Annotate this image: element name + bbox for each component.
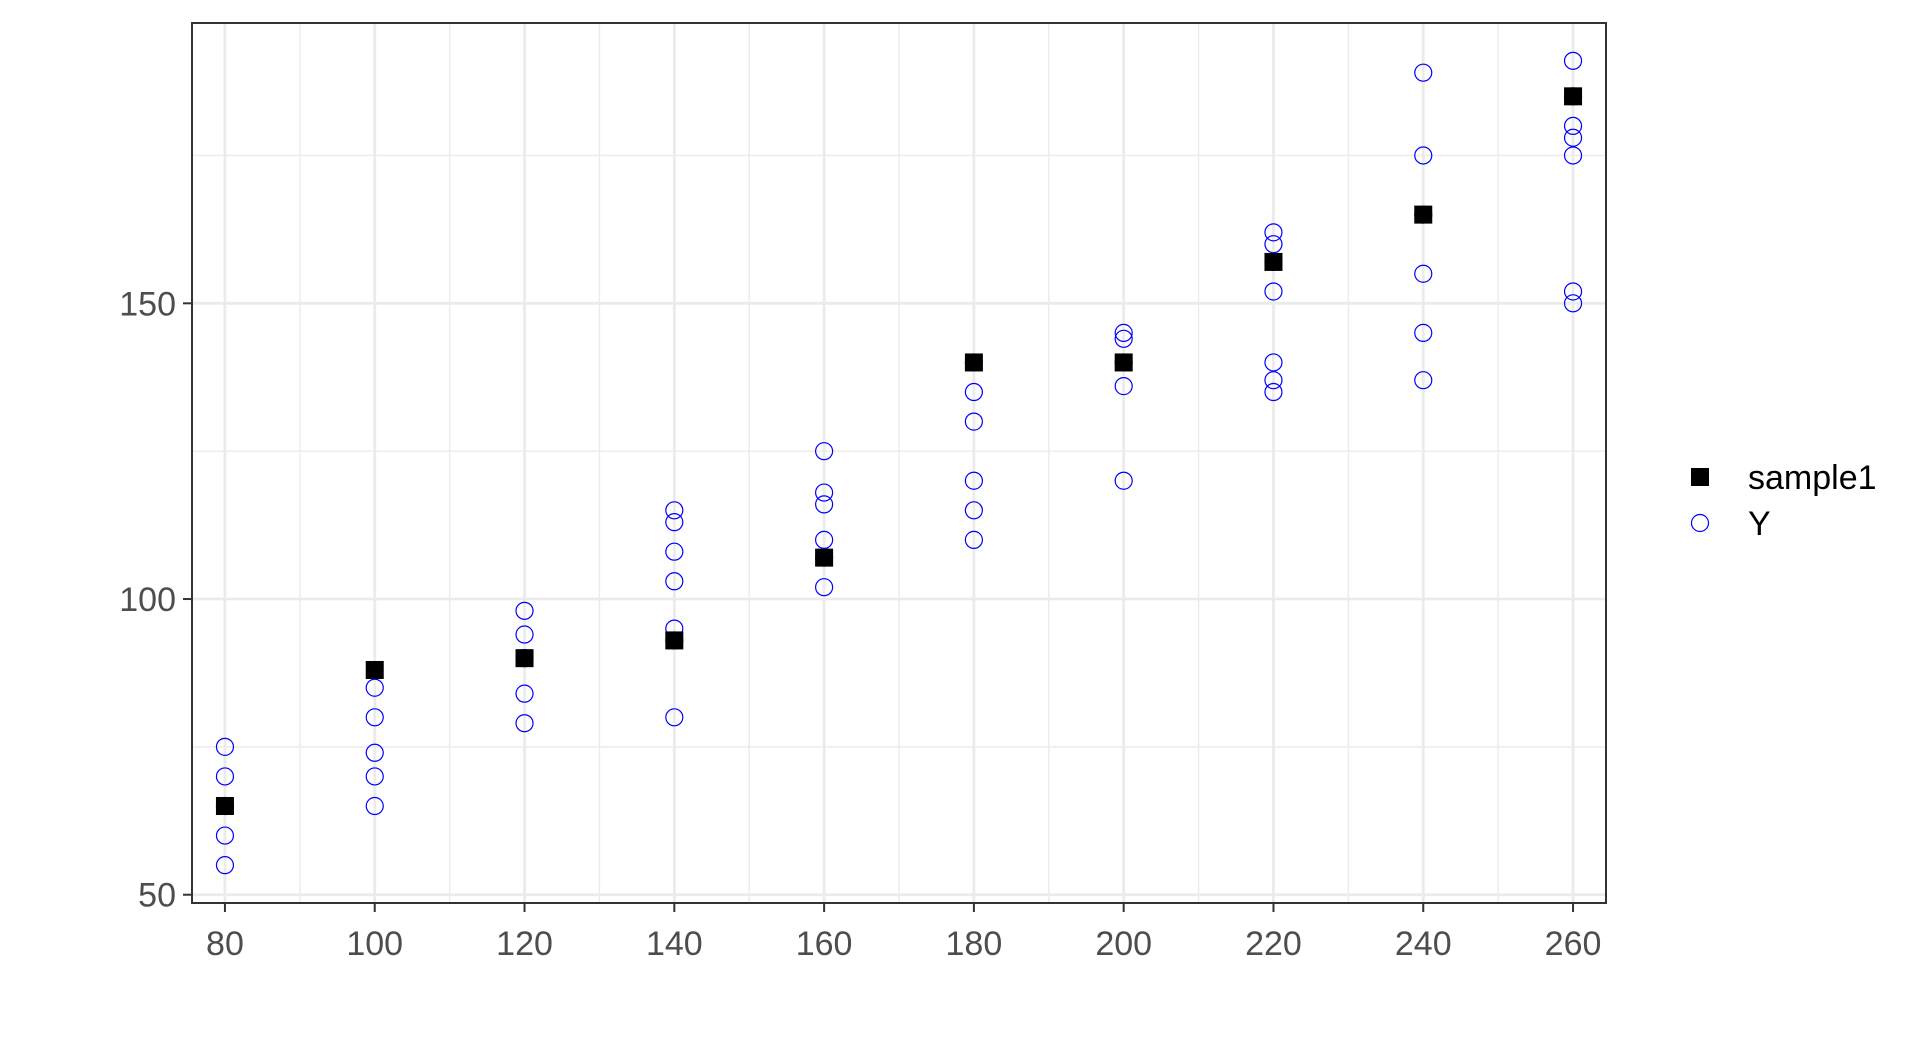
data-point-circle [365,678,384,697]
legend-label: Y [1748,505,1771,543]
x-tick-label: 100 [346,925,403,963]
data-point-circle [964,412,983,431]
data-point-circle [1414,63,1433,82]
data-point-circle [515,625,534,644]
data-point-square [815,548,834,567]
y-tick-label: 50 [138,877,176,915]
x-tick-label: 200 [1095,925,1152,963]
legend-key [1691,468,1709,486]
x-tick-label: 180 [946,925,1003,963]
data-point-square [964,353,983,372]
grid-minor [192,23,1606,903]
data-point-circle [1414,323,1433,342]
y-tick-label: 100 [119,581,176,619]
data-point-circle [515,601,534,620]
data-point-square [1264,252,1283,271]
data-point-circle [665,572,684,591]
data-point-circle [1264,353,1283,372]
data-point-circle [665,513,684,532]
data-point-square [365,660,384,679]
panel-border [191,22,1607,904]
data-point-square [215,797,234,816]
y-axis: 50 100 150 [119,285,192,915]
data-point-square [515,649,534,668]
data-point-circle [215,767,235,786]
data-point-circle [1264,382,1283,402]
data-point-circle [815,495,834,514]
data-point-circle [1264,282,1283,301]
data-point-circle [1563,282,1583,301]
data-point-circle [815,483,834,502]
legend: sample1 Y [1690,459,1877,543]
data-point-circle [964,501,983,520]
data-point-circle [665,542,684,561]
data-point-circle [1563,146,1583,165]
data-point-circle [1414,264,1433,283]
data-point-circle [665,708,684,727]
data-point-circle [1114,471,1133,490]
data-point-circle [1114,323,1133,342]
data-point-circle [1563,116,1583,136]
y-tick-label: 150 [119,285,176,323]
data-point-circle [815,530,834,549]
data-point-square [1414,205,1433,224]
data-point-circle [1264,235,1283,254]
series-layer [215,51,1583,875]
data-point-circle [815,578,834,597]
x-tick-label: 220 [1245,925,1302,963]
legend-item: Y [1690,505,1771,543]
data-point-circle [1563,294,1583,313]
data-point-circle [365,708,384,727]
series-sample1 [215,87,1583,816]
x-tick-label: 240 [1395,925,1452,963]
data-point-circle [1114,377,1133,396]
data-point-circle [365,767,384,786]
grid-major [192,23,1606,903]
x-tick-label: 260 [1545,925,1602,963]
x-tick-label: 80 [206,925,244,963]
data-point-circle [215,826,235,845]
data-point-circle [1114,329,1133,348]
data-point-circle [1563,51,1583,70]
data-point-circle [215,737,235,756]
data-point-square [1114,353,1133,372]
data-point-circle [1414,146,1433,165]
data-point-circle [1414,371,1433,390]
data-point-circle [515,684,534,703]
legend-label: sample1 [1748,459,1877,497]
data-point-square [665,631,684,650]
data-point-circle [815,442,834,461]
data-point-circle [964,530,983,549]
data-point-circle [964,382,983,402]
data-point-circle [1264,223,1283,242]
x-tick-label: 160 [796,925,853,963]
data-point-circle [665,501,684,520]
data-point-circle [365,796,384,816]
legend-key [1690,513,1710,533]
data-point-circle [1264,371,1283,390]
data-point-circle [964,471,983,490]
x-axis: 80 100 120 140 160 180 200 220 240 260 [206,903,1601,963]
data-point-circle [215,856,235,875]
data-point-square [1564,87,1583,106]
x-tick-label: 140 [646,925,703,963]
data-point-circle [515,714,534,733]
data-point-circle [365,743,384,762]
data-point-circle [1563,128,1583,147]
legend-item: sample1 [1691,459,1877,497]
x-tick-label: 120 [496,925,553,963]
